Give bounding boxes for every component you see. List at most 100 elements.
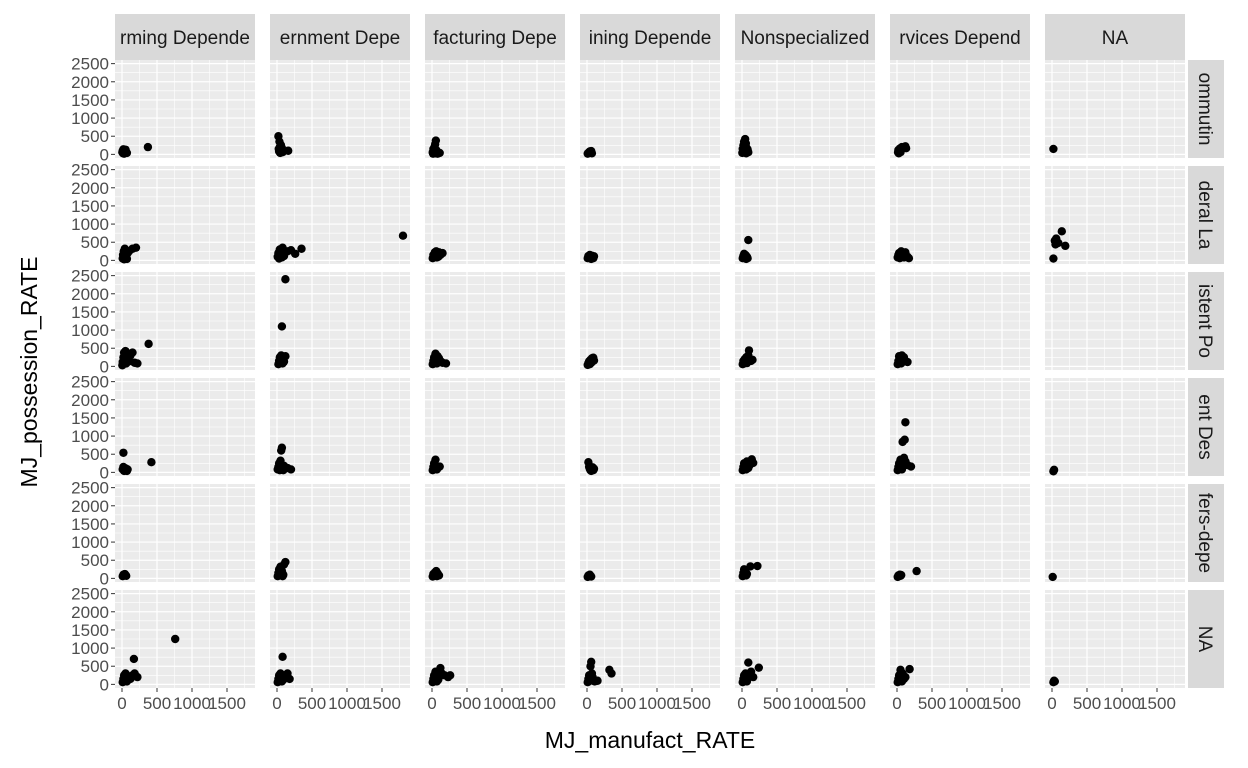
y-tick-label: 500 — [81, 657, 109, 676]
panel-points-r0-c1 — [274, 132, 293, 158]
data-point — [1050, 677, 1060, 686]
panel-r0-c0 — [115, 60, 255, 158]
panel-r3-c6 — [1045, 378, 1185, 476]
data-point — [901, 672, 910, 682]
data-point — [742, 569, 752, 579]
x-tick-label: 1500 — [518, 694, 556, 713]
strip-background — [580, 14, 720, 60]
x-tick-label: 500 — [298, 694, 326, 713]
panel-r3-c3 — [580, 378, 720, 476]
y-tick-label: 0 — [100, 251, 109, 270]
panel-points-r0-c6 — [1049, 144, 1058, 154]
y-tick-label: 1500 — [71, 303, 109, 322]
y-tick-label: 1000 — [71, 321, 109, 340]
data-point — [906, 462, 916, 471]
panel-points-r4-c6 — [1048, 572, 1057, 582]
y-tick-label: 500 — [81, 339, 109, 358]
x-tick-label: 0 — [582, 694, 591, 713]
row-strips: ommutin deral La istent Po ent Des fers-depe… — [1188, 60, 1224, 688]
panel-points-r4-c5 — [893, 566, 921, 582]
data-point — [1049, 465, 1059, 475]
panel-r3-c5 — [890, 378, 1030, 476]
y-tick-label: 500 — [81, 233, 109, 252]
y-tick-label: 1000 — [71, 427, 109, 446]
panel-r0-c2 — [425, 60, 565, 158]
panel-r5-c5 — [890, 590, 1030, 688]
y-tick-label: 2500 — [71, 479, 109, 498]
panel-points-r2-c4 — [738, 346, 757, 369]
panel-points-r0-c0 — [118, 142, 153, 158]
y-tick-label: 500 — [81, 551, 109, 570]
data-point — [129, 654, 139, 664]
data-point — [122, 571, 131, 581]
row-strip-4: fers-depe — [1188, 484, 1224, 582]
panel-r4-c2 — [425, 484, 565, 582]
x-tick-label: 1000 — [173, 694, 211, 713]
data-point — [435, 462, 444, 471]
data-point — [1061, 241, 1070, 251]
panel-points-r4-c0 — [118, 569, 131, 581]
panel-points-r5-c5 — [893, 664, 914, 687]
data-point — [143, 142, 153, 152]
data-point — [431, 136, 441, 145]
data-point — [278, 652, 287, 661]
data-point — [281, 557, 290, 567]
column-strip-2: facturing Depe — [425, 14, 565, 60]
data-point — [133, 359, 142, 368]
data-point — [297, 244, 306, 253]
y-tick-label: 0 — [100, 463, 109, 482]
data-point — [123, 465, 132, 474]
data-point — [746, 562, 755, 571]
panel-points-r1-c0 — [118, 243, 141, 264]
data-point — [589, 252, 599, 261]
x-tick-label: 1500 — [983, 694, 1021, 713]
data-point — [122, 148, 132, 158]
column-strip-4: Nonspecialized — [735, 14, 875, 60]
panel-points-r1-c5 — [893, 247, 914, 263]
y-tick-label: 2500 — [71, 161, 109, 180]
panel-r3-c4 — [735, 378, 875, 476]
y-tick-label: 1500 — [71, 515, 109, 534]
y-tick-label: 0 — [100, 145, 109, 164]
x-tick-label: 500 — [143, 694, 171, 713]
panel-r1-c0 — [115, 166, 255, 264]
panel-r1-c4 — [735, 166, 875, 264]
panel-points-r2-c3 — [583, 353, 599, 370]
panel-points-r4-c3 — [583, 570, 596, 582]
x-tick-label: 0 — [272, 694, 281, 713]
x-tick-label: 1000 — [1103, 694, 1141, 713]
panel-r3-c1 — [270, 378, 410, 476]
data-point — [587, 657, 596, 667]
data-point — [587, 149, 597, 158]
panel-points-r5-c1 — [273, 652, 294, 687]
data-point — [744, 235, 753, 245]
panel-r2-c1 — [270, 272, 410, 370]
y-tick-label: 2000 — [71, 285, 109, 304]
panel-r5-c1 — [270, 590, 410, 688]
x-tick-label: 0 — [427, 694, 436, 713]
data-point — [398, 231, 408, 240]
x-tick-label: 500 — [453, 694, 481, 713]
data-point — [748, 355, 757, 365]
y-tick-label: 2500 — [71, 585, 109, 604]
x-tick-label: 500 — [608, 694, 636, 713]
x-tick-label: 0 — [1047, 694, 1056, 713]
y-axis-title: MJ_possession_RATE — [16, 257, 42, 488]
y-tick-label: 2500 — [71, 267, 109, 286]
x-tick-label: 500 — [763, 694, 791, 713]
panel-r0-c4 — [735, 60, 875, 158]
panel-points-r3-c1 — [273, 443, 296, 475]
strip-background — [735, 14, 875, 60]
data-point — [171, 634, 180, 644]
column-facet-label: facturing Depe — [433, 28, 557, 49]
x-tick-label: 1000 — [328, 694, 366, 713]
y-tick-label: 500 — [81, 445, 109, 464]
column-facet-label: Nonspecialized — [741, 28, 870, 49]
panel-points-r1-c2 — [428, 247, 447, 263]
data-point — [1048, 572, 1057, 582]
panel-points-r5-c0 — [118, 634, 180, 687]
strip-background — [890, 14, 1030, 60]
y-tick-label: 2000 — [71, 73, 109, 92]
